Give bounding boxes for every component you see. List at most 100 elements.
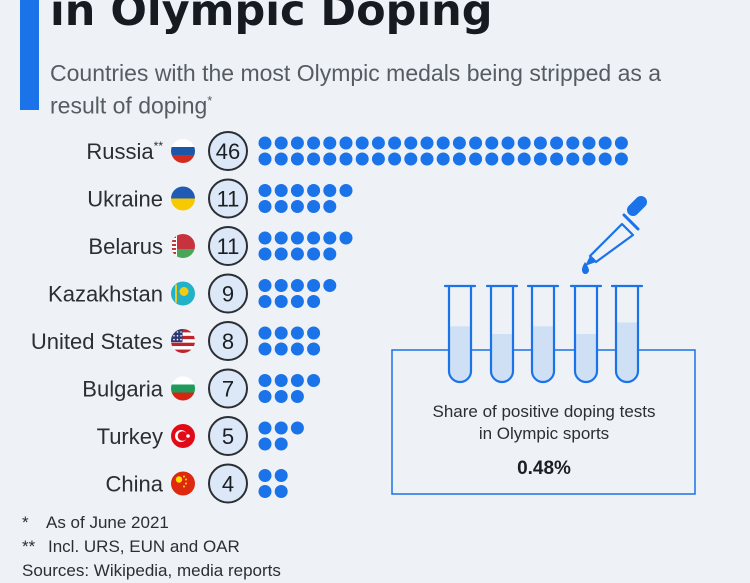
medal-dot [517, 136, 531, 150]
footnotes: * As of June 2021 ** Incl. URS, EUN and OA… [22, 511, 281, 583]
medal-dot [274, 390, 288, 403]
medal-dot [582, 152, 596, 166]
medal-dot [452, 152, 466, 166]
test-tube-icon [443, 284, 477, 384]
count-badge-label: 11 [217, 234, 240, 259]
count-badge [208, 321, 248, 361]
test-tube-icon [485, 284, 519, 384]
medal-dot [323, 184, 337, 197]
belarus-flag-icon [171, 234, 195, 258]
medal-dot [290, 279, 304, 292]
medal-dot [371, 152, 385, 166]
medal-dot [274, 184, 288, 197]
footnote-2-mark: ** [22, 537, 36, 556]
medal-dot [290, 231, 304, 245]
medal-dot [501, 136, 515, 150]
medal-dot [290, 200, 304, 213]
medal-dot [274, 152, 288, 166]
country-label: Russia** [86, 139, 163, 164]
row-kazakhstan: Kazakhstan 9 [48, 273, 337, 314]
footnote-2: ** Incl. URS, EUN and OAR [22, 535, 281, 559]
test-tube-icon [610, 284, 644, 384]
row-russia: Russia** 46 [86, 131, 628, 171]
count-badge [208, 368, 248, 409]
medal-dot [258, 136, 272, 150]
country-label-marker: ** [154, 139, 164, 153]
medal-dot [469, 152, 483, 166]
medal-dot [371, 136, 385, 150]
medal-dot [436, 152, 450, 166]
row-united-states: United States 8 [31, 321, 321, 361]
row-china: China 4 [106, 463, 288, 504]
medal-dot [290, 326, 304, 340]
country-label: China [106, 472, 164, 497]
medal-dot [355, 152, 369, 166]
chart-title: in Olympic Doping [50, 0, 493, 36]
medal-dot [290, 374, 304, 387]
count-badge [208, 416, 248, 456]
medal-dot [339, 152, 353, 166]
bulgaria-flag-icon [171, 376, 195, 401]
ukraine-flag-icon [171, 186, 195, 211]
medal-dot [420, 136, 434, 150]
medal-dot [274, 247, 288, 261]
medal-dot [258, 374, 272, 387]
medal-dot [290, 390, 304, 403]
medal-dot [274, 279, 288, 292]
count-badge-label: 8 [222, 329, 234, 354]
medal-dot [307, 326, 321, 340]
russia-flag-icon [171, 139, 195, 163]
medal-dot [274, 485, 288, 498]
medal-dot [420, 152, 434, 166]
medal-dot [274, 421, 288, 435]
count-badge-label: 5 [222, 424, 234, 449]
medal-dot [614, 152, 628, 166]
medals-pictogram-chart: Russia** 46 Ukraine 11 Belarus 11 Kazakhstan 9 U… [31, 131, 696, 504]
medal-dot [258, 247, 272, 261]
count-badge-label: 7 [222, 377, 234, 402]
medal-dot [290, 295, 304, 308]
medal-dot [258, 200, 272, 213]
count-badge-label: 4 [222, 472, 234, 497]
medal-dot [388, 152, 402, 166]
medal-dot [274, 469, 288, 482]
medal-dot [501, 152, 515, 166]
medal-dot [339, 136, 353, 150]
medal-dot [307, 136, 321, 150]
medal-dot [274, 295, 288, 308]
doping-tests-inset: Share of positive doping tests in Olympic… [391, 196, 696, 495]
medal-dot [307, 184, 321, 197]
chart-subtitle: Countries with the most Olympic medals b… [50, 60, 670, 120]
medal-dot [452, 136, 466, 150]
subtitle-text: Countries with the most Olympic medals b… [50, 60, 662, 119]
kazakhstan-flag-icon [171, 281, 195, 306]
country-label: Belarus [88, 234, 163, 259]
test-tube-icon [569, 284, 603, 384]
medal-dot [274, 342, 288, 356]
medal-dot [258, 326, 272, 340]
medal-dot [258, 342, 272, 356]
medal-dot [258, 279, 272, 292]
medal-dot [307, 342, 321, 356]
medal-dot [533, 136, 547, 150]
medal-dot [598, 152, 612, 166]
medal-dot [307, 231, 321, 245]
china-flag-icon [171, 471, 195, 496]
medal-dot [258, 152, 272, 166]
medal-dot [290, 136, 304, 150]
medal-dot [550, 136, 564, 150]
medal-dot [582, 136, 596, 150]
medal-dot [258, 469, 272, 482]
medal-dot [274, 374, 288, 387]
medal-dot [517, 152, 531, 166]
medal-dot [550, 152, 564, 166]
medal-dot [290, 152, 304, 166]
row-bulgaria: Bulgaria 7 [82, 368, 321, 409]
test-tube-icon [526, 284, 560, 384]
medal-dot [339, 184, 353, 197]
medal-dot [566, 152, 580, 166]
medal-dot [323, 279, 337, 292]
medal-dot [355, 136, 369, 150]
row-ukraine: Ukraine 11 [87, 178, 353, 219]
count-badge-label: 9 [222, 282, 234, 307]
